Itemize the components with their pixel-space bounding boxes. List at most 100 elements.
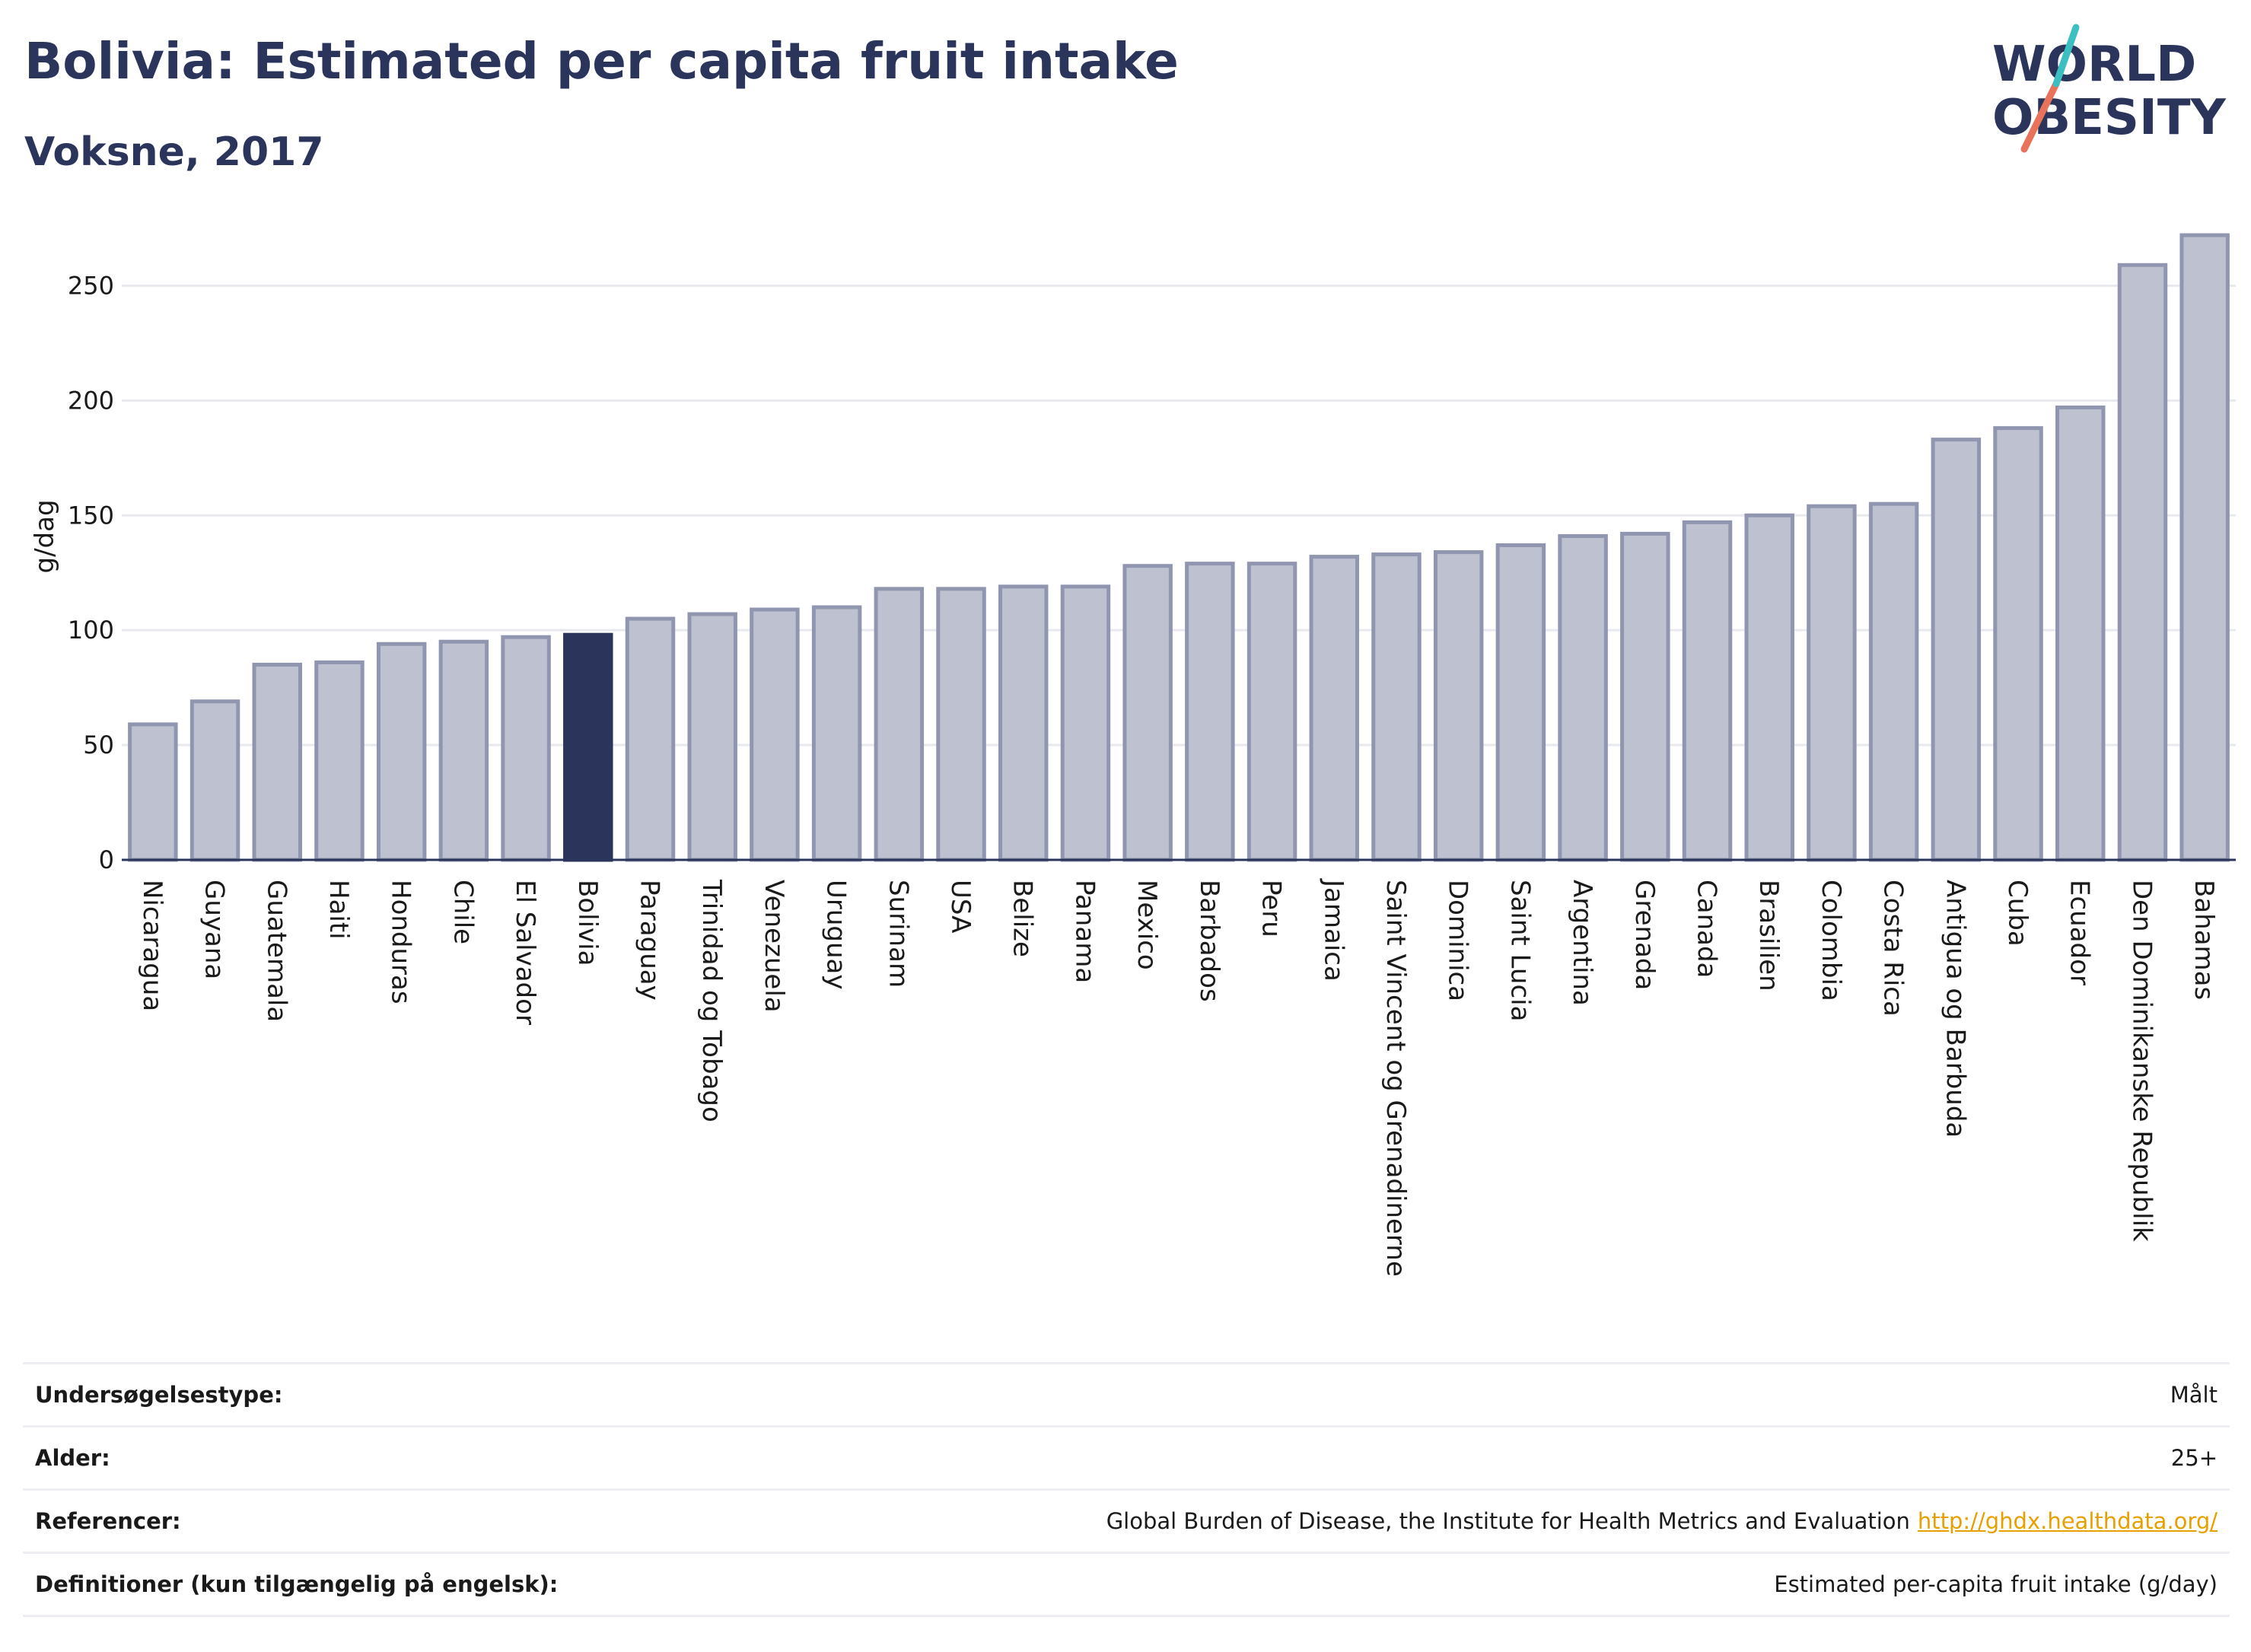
x-tick-label: Honduras <box>386 880 416 1004</box>
x-tick-label: Cuba <box>2002 880 2033 947</box>
x-tick-label: Antigua og Barbuda <box>1940 880 1970 1138</box>
y-axis-ticks: 0 50 100 150 200 250 <box>68 271 114 874</box>
bar-honduras <box>376 641 427 862</box>
x-tick-label: Haiti <box>323 880 354 940</box>
chart-subtitle: Voksne, 2017 <box>24 129 324 175</box>
world-obesity-logo: WORLD OBESITY <box>1992 24 2226 153</box>
bar-belize <box>998 584 1049 862</box>
bar-chile <box>438 639 489 862</box>
bar-chart: 0 50 100 150 200 250 Nicaragua Guyana Guatemala… <box>30 233 2236 1277</box>
info-table: Undersøgelsestype: Målt Alder: 25+ Reference… <box>23 1362 2230 1617</box>
info-key: Undersøgelsestype: <box>35 1382 283 1408</box>
info-row: Alder: 25+ <box>23 1428 2230 1491</box>
x-tick-label: Surinam <box>883 880 913 988</box>
x-tick-label: El Salvador <box>510 880 540 1025</box>
info-row: Definitioner (kun tilgængelig på engelsk… <box>23 1554 2230 1617</box>
bar-argentina <box>1558 533 1608 862</box>
x-tick-label: Jamaica <box>1318 878 1348 982</box>
x-tick-label: Nicaragua <box>137 880 167 1011</box>
bar-colombia <box>1807 504 1857 862</box>
x-axis-labels: Nicaragua Guyana Guatemala Haiti Honduras Chi… <box>137 878 2219 1277</box>
bar-cuba <box>1993 426 2043 862</box>
bar-paraguay <box>625 616 676 862</box>
x-tick-label: Canada <box>1692 880 1722 978</box>
bars <box>128 233 2230 862</box>
bar-surinam <box>874 587 925 862</box>
bar-bahamas <box>2179 233 2230 862</box>
x-tick-label: Costa Rica <box>1878 880 1909 1017</box>
bar-el-salvador <box>501 635 551 862</box>
info-value-text: Estimated per-capita fruit intake (g/day… <box>1774 1571 2218 1597</box>
info-value-text: Målt <box>2170 1382 2218 1408</box>
x-tick-label: Belize <box>1008 880 1038 957</box>
x-tick-label: Peru <box>1256 880 1287 937</box>
x-tick-label: Mexico <box>1132 880 1162 970</box>
x-tick-label: Brasilien <box>1753 880 1784 992</box>
y-tick-label: 250 <box>68 271 114 300</box>
x-tick-label: Trinidad og Tobago <box>696 879 727 1122</box>
x-tick-label: Den Dominikanske Republik <box>2126 880 2157 1242</box>
info-value: Global Burden of Disease, the Institute … <box>1106 1508 2218 1534</box>
bar-brasilien <box>1744 513 1794 862</box>
y-axis-label: g/dag <box>30 499 60 573</box>
info-value: 25+ <box>2171 1445 2218 1471</box>
info-value-text: 25+ <box>2170 1445 2218 1471</box>
bar-den-dominikanske-republik <box>2117 263 2168 862</box>
info-key: Referencer: <box>35 1508 181 1534</box>
x-tick-label: Saint Lucia <box>1504 880 1535 1021</box>
bar-panama <box>1060 584 1111 862</box>
x-tick-label: Bahamas <box>2189 880 2219 1000</box>
info-value: Målt <box>2170 1382 2218 1408</box>
y-tick-label: 150 <box>68 501 114 530</box>
bar-antigua-og-barbuda <box>1931 438 1982 862</box>
info-key: Alder: <box>35 1445 110 1471</box>
x-tick-label: USA <box>945 880 976 933</box>
bar-saint-vincent-og-grenadinerne <box>1371 552 1422 862</box>
bar-grenada <box>1620 531 1670 862</box>
bar-guatemala <box>252 662 302 862</box>
reference-link[interactable]: http://ghdx.healthdata.org/ <box>1917 1508 2218 1534</box>
x-tick-label: Paraguay <box>635 880 665 1001</box>
logo-slash-red <box>2020 80 2060 153</box>
bar-jamaica <box>1309 555 1359 862</box>
x-tick-label: Uruguay <box>821 880 852 990</box>
bar-peru <box>1246 562 1297 862</box>
info-value-text: Global Burden of Disease, the Institute … <box>1106 1508 1910 1534</box>
bar-saint-lucia <box>1495 543 1546 862</box>
x-tick-label: Colombia <box>1816 880 1846 1001</box>
bar-ecuador <box>2055 405 2106 862</box>
x-tick-label: Argentina <box>1567 880 1597 1006</box>
y-tick-label: 0 <box>99 845 114 874</box>
bar-costa-rica <box>1868 501 1919 862</box>
logo-slash-teal <box>2052 24 2080 88</box>
x-tick-label: Guatemala <box>261 880 291 1022</box>
x-tick-label: Barbados <box>1194 880 1224 1002</box>
bar-mexico <box>1122 564 1173 862</box>
bar-bolivia <box>563 632 613 862</box>
bar-trinidad-og-tobago <box>687 612 737 862</box>
bar-uruguay <box>811 605 862 862</box>
x-tick-label: Panama <box>1069 880 1100 983</box>
bar-canada <box>1682 520 1733 862</box>
x-tick-label: Dominica <box>1443 880 1473 1001</box>
info-key: Definitioner (kun tilgængelig på engelsk… <box>35 1571 559 1597</box>
x-tick-label: Saint Vincent og Grenadinerne <box>1380 880 1411 1277</box>
bar-barbados <box>1185 562 1235 862</box>
logo-line1: WORLD <box>1992 37 2196 93</box>
x-tick-label: Bolivia <box>572 880 603 966</box>
chart-title: Bolivia: Estimated per capita fruit inta… <box>24 32 1179 91</box>
x-tick-label: Venezuela <box>759 880 789 1013</box>
x-tick-label: Ecuador <box>2065 880 2095 985</box>
info-row: Referencer: Global Burden of Disease, the… <box>23 1491 2230 1554</box>
bar-guyana <box>189 699 240 862</box>
y-tick-label: 200 <box>68 386 114 415</box>
x-tick-label: Grenada <box>1629 880 1660 990</box>
x-tick-label: Chile <box>447 880 478 944</box>
bar-venezuela <box>750 607 800 862</box>
bar-usa <box>936 587 986 862</box>
x-tick-label: Guyana <box>199 880 230 979</box>
info-value: Estimated per-capita fruit intake (g/day… <box>1774 1571 2218 1597</box>
y-tick-label: 50 <box>83 731 114 759</box>
bar-dominica <box>1433 550 1484 862</box>
bar-haiti <box>314 660 365 862</box>
